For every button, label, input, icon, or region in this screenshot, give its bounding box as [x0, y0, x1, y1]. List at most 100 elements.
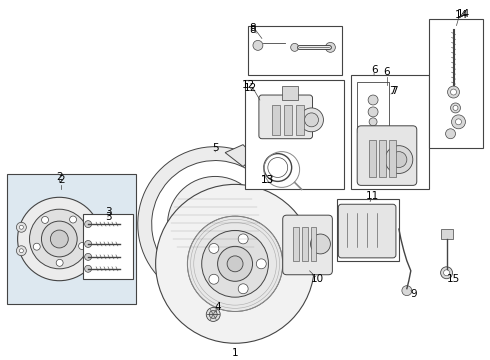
Bar — [7, 175, 136, 303]
Circle shape — [291, 44, 298, 51]
FancyBboxPatch shape — [338, 204, 396, 258]
Circle shape — [299, 108, 323, 132]
Circle shape — [187, 216, 283, 311]
Bar — [302, 227, 308, 261]
Text: 11: 11 — [366, 191, 379, 201]
Bar — [248, 26, 343, 75]
Text: 8: 8 — [249, 23, 256, 33]
Text: 3: 3 — [105, 207, 111, 217]
Text: 6: 6 — [384, 67, 391, 77]
Text: 8: 8 — [249, 26, 256, 36]
Circle shape — [89, 253, 99, 263]
Text: 5: 5 — [212, 143, 219, 153]
Circle shape — [16, 246, 26, 256]
Circle shape — [168, 176, 263, 272]
Circle shape — [237, 234, 245, 242]
Text: 12: 12 — [244, 83, 257, 93]
Circle shape — [209, 274, 219, 284]
Circle shape — [450, 103, 461, 113]
Circle shape — [456, 119, 462, 125]
Circle shape — [85, 265, 92, 272]
Circle shape — [85, 221, 92, 228]
Circle shape — [156, 184, 315, 343]
Text: 14: 14 — [455, 10, 468, 19]
FancyBboxPatch shape — [357, 126, 417, 185]
Circle shape — [42, 216, 49, 224]
Circle shape — [368, 95, 378, 105]
Circle shape — [451, 115, 466, 129]
Circle shape — [209, 310, 217, 319]
Circle shape — [18, 197, 101, 281]
Text: 15: 15 — [447, 274, 460, 284]
Circle shape — [85, 253, 92, 260]
Bar — [389, 140, 396, 177]
Circle shape — [20, 249, 24, 253]
FancyBboxPatch shape — [283, 215, 332, 275]
Circle shape — [89, 215, 99, 225]
Circle shape — [20, 225, 24, 229]
Circle shape — [237, 206, 245, 214]
Circle shape — [238, 234, 248, 244]
Circle shape — [204, 249, 212, 257]
Text: 12: 12 — [242, 80, 255, 90]
Bar — [429, 19, 483, 148]
Circle shape — [453, 105, 458, 111]
Bar — [293, 227, 298, 261]
Circle shape — [85, 240, 92, 247]
Bar — [441, 229, 453, 239]
Text: 7: 7 — [389, 86, 395, 96]
Text: 4: 4 — [215, 302, 221, 311]
Circle shape — [92, 218, 96, 222]
Circle shape — [202, 230, 269, 297]
Bar — [295, 105, 304, 135]
Circle shape — [92, 256, 96, 260]
Text: 1: 1 — [232, 348, 238, 358]
Bar — [311, 227, 317, 261]
Circle shape — [256, 259, 266, 269]
Bar — [282, 86, 297, 100]
Bar — [284, 105, 292, 135]
Circle shape — [445, 129, 456, 139]
Circle shape — [70, 216, 76, 223]
Circle shape — [204, 191, 212, 199]
Bar — [379, 140, 386, 177]
Bar — [83, 214, 133, 279]
Circle shape — [50, 230, 68, 248]
Text: 9: 9 — [411, 289, 417, 298]
Polygon shape — [225, 145, 255, 167]
Circle shape — [368, 107, 378, 117]
Text: 2: 2 — [58, 175, 65, 185]
Circle shape — [253, 40, 263, 50]
Text: 3: 3 — [105, 212, 111, 222]
Text: 7: 7 — [391, 86, 397, 96]
Circle shape — [78, 243, 86, 249]
Circle shape — [369, 118, 377, 126]
Circle shape — [56, 259, 63, 266]
Text: 13: 13 — [261, 175, 274, 185]
FancyBboxPatch shape — [259, 95, 313, 139]
Bar — [369, 140, 376, 177]
Bar — [272, 105, 280, 135]
Circle shape — [227, 256, 243, 272]
Text: 2: 2 — [56, 172, 63, 183]
Circle shape — [29, 209, 89, 269]
Circle shape — [42, 221, 77, 257]
Circle shape — [447, 86, 460, 98]
Text: 10: 10 — [311, 274, 324, 284]
Circle shape — [209, 243, 219, 253]
Circle shape — [443, 270, 449, 276]
Circle shape — [33, 243, 40, 250]
Circle shape — [206, 307, 220, 321]
Circle shape — [385, 146, 413, 174]
Circle shape — [218, 246, 252, 281]
Circle shape — [16, 222, 26, 232]
Text: 13: 13 — [261, 175, 274, 185]
Circle shape — [450, 89, 457, 95]
Circle shape — [305, 113, 318, 127]
Wedge shape — [138, 147, 282, 302]
Circle shape — [391, 152, 407, 167]
Text: 6: 6 — [371, 65, 377, 75]
Circle shape — [325, 42, 335, 52]
Bar — [245, 80, 344, 189]
Circle shape — [441, 267, 453, 279]
